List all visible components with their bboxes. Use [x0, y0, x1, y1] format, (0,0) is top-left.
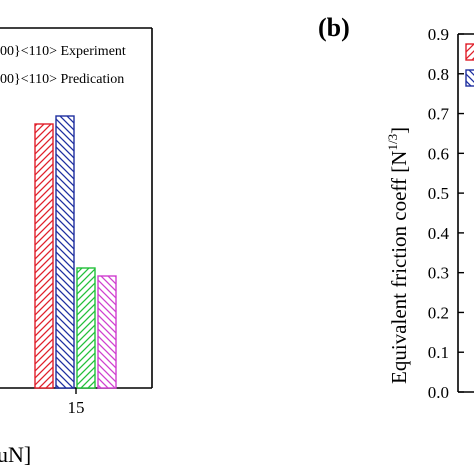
panel-b-y-tick-label: 0.1: [428, 343, 449, 362]
panel-b-y-tick-label: 0.8: [428, 65, 449, 84]
panel-a-bar-series-4: [97, 275, 117, 389]
panel-a-legend: 00}<110> Experiment 00}<110> Predication: [0, 44, 126, 87]
panel-b-label: (b): [318, 13, 350, 42]
panel-a-bars: [34, 115, 117, 389]
panel-a-x-axis-label: uN]: [0, 442, 31, 467]
panel-a-legend-label-predication: 00}<110> Predication: [0, 72, 124, 87]
panel-b-y-tick-label: 0.7: [428, 105, 450, 124]
panel-a: 15 uN] 00}<110> Experiment 00}<110> Pred…: [0, 27, 153, 467]
panel-a-x-tick-label: 15: [68, 398, 85, 417]
panel-b-y-tick-label: 0.9: [428, 25, 449, 44]
panel-b-y-axis-label-superscript: 1/3: [385, 134, 400, 151]
panel-b-y-tick-label: 0.5: [428, 184, 449, 203]
panel-b-y-tick-label: 0.2: [428, 303, 449, 322]
panel-b-legend-swatch-1: [465, 43, 474, 61]
panel-b-y-tick-label: 0.6: [428, 144, 449, 163]
panel-b-y-tick-label: 0.0: [428, 383, 449, 402]
panel-b-legend: [465, 43, 474, 87]
panel-a-bar-series-2: [55, 115, 75, 389]
panel-b-y-ticks: 0.0 0.1 0.2 0.3 0.4 0.5 0.6 0.7 0.8 0.9: [428, 25, 464, 402]
panel-b-y-tick-label: 0.4: [428, 224, 450, 243]
panel-b-y-tick-label: 0.3: [428, 264, 449, 283]
panel-a-bar-series-1: [34, 123, 54, 389]
panel-b: (b) Equivalent friction coeff [N1/3] 0.0…: [318, 13, 474, 402]
panel-b-legend-swatch-2: [465, 69, 474, 87]
panel-a-bar-series-3: [76, 267, 96, 389]
panel-b-y-axis-label: Equivalent friction coeff [N1/3]: [385, 127, 411, 384]
panel-a-legend-label-experiment: 00}<110> Experiment: [0, 44, 126, 59]
